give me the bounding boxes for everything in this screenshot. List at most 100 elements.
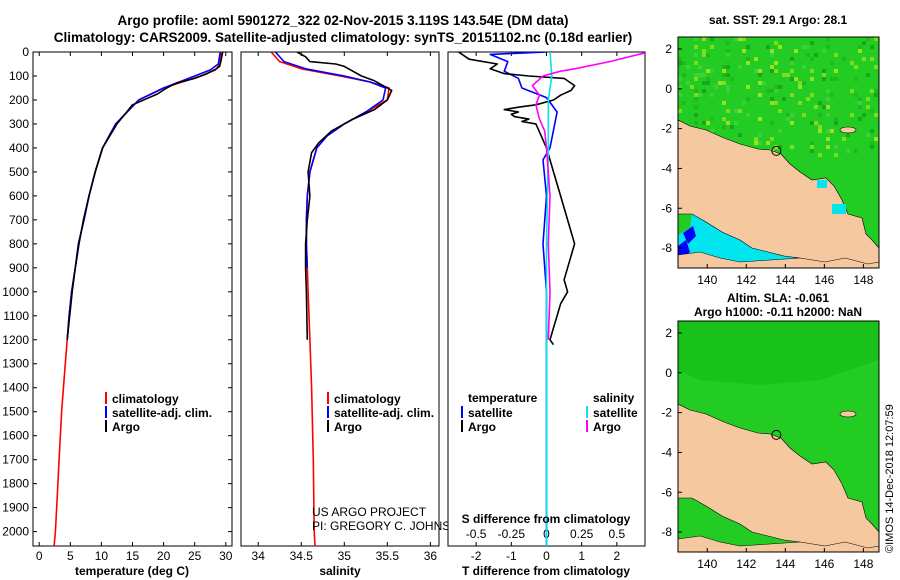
sst-shallow-water [832, 204, 846, 214]
sst-pixel [814, 105, 818, 109]
sst-pixel [826, 97, 830, 101]
sst-pixel [678, 85, 682, 89]
sst-pixel [874, 89, 878, 93]
temperature-xlabel: temperature (deg C) [75, 564, 189, 578]
sst-pixel [706, 69, 710, 73]
sst-pixel [810, 145, 814, 149]
sst-pixel [866, 73, 870, 77]
sst-pixel [718, 81, 722, 85]
sst-pixel [754, 137, 758, 141]
depth-tick-label: 900 [9, 261, 29, 275]
sst-pixel [874, 93, 878, 97]
sst-pixel [698, 73, 702, 77]
x-tick-label: 30 [219, 549, 233, 563]
x-tick-label: 20 [157, 549, 171, 563]
sst-pixel [726, 53, 730, 57]
sst-pixel [842, 137, 846, 141]
map-x-tick-label: 142 [736, 273, 756, 287]
sst-pixel [850, 89, 854, 93]
legend-label-satellite: satellite-adj. clim. [334, 406, 434, 420]
sst-pixel [706, 121, 710, 125]
series-s-satellite [545, 52, 553, 546]
depth-tick-label: 1800 [2, 477, 29, 491]
sst-pixel [726, 73, 730, 77]
sst-pixel [830, 93, 834, 97]
sst-pixel [678, 77, 682, 81]
sst-pixel [726, 109, 730, 113]
x-tick-label: 35.5 [376, 549, 400, 563]
sst-pixel [790, 113, 794, 117]
sst-pixel [834, 77, 838, 81]
land-new-guinea [678, 403, 879, 552]
sst-pixel [810, 69, 814, 73]
sst-map-axes: 140 142 144 146 148 2 0 -2 -4 -6 -8 [661, 42, 873, 287]
sst-pixel [746, 97, 750, 101]
sst-pixel [830, 129, 834, 133]
t-tick-label: 1 [578, 549, 585, 563]
sst-pixel [710, 129, 714, 133]
sst-pixel [870, 109, 874, 113]
temperature-axes-box [32, 51, 233, 547]
legend-label-t-argo: Argo [468, 420, 496, 434]
map-x-tick-label: 144 [775, 273, 795, 287]
series-argo [66, 52, 224, 340]
sst-pixel [774, 41, 778, 45]
island-manus [839, 410, 857, 418]
sst-pixel [810, 93, 814, 97]
sst-pixel [774, 101, 778, 105]
sst-pixel [850, 61, 854, 65]
sst-pixel [834, 145, 838, 149]
sst-pixel [726, 89, 730, 93]
sst-pixel [862, 57, 866, 61]
sst-pixel [706, 77, 710, 81]
map-y-tick-label: -2 [661, 122, 672, 136]
sst-pixel [722, 101, 726, 105]
sst-pixel [774, 89, 778, 93]
sst-pixel [738, 37, 742, 41]
sst-pixel [686, 81, 690, 85]
sst-pixel [826, 37, 830, 41]
sst-pixel [746, 85, 750, 89]
sst-pixel [862, 41, 866, 45]
sst-pixel [710, 69, 714, 73]
sst-map-image [678, 37, 879, 268]
sst-pixel [778, 45, 782, 49]
sst-pixel [858, 117, 862, 121]
sst-pixel [806, 53, 810, 57]
sst-pixel [770, 137, 774, 141]
sst-pixel [834, 53, 838, 57]
sst-pixel [870, 145, 874, 149]
sst-pixel [694, 37, 698, 41]
sla-field-region [678, 321, 879, 385]
map-x-tick-label: 140 [697, 273, 717, 287]
x-tick-label: 15 [126, 549, 140, 563]
sst-pixel [810, 121, 814, 125]
sst-pixel [846, 149, 850, 153]
sst-pixel [710, 45, 714, 49]
sst-pixel [694, 113, 698, 117]
sst-pixel [770, 89, 774, 93]
s-tick-label: 0.5 [609, 527, 626, 541]
sst-map-title: sat. SST: 29.1 Argo: 28.1 [709, 13, 848, 27]
sst-pixel [830, 61, 834, 65]
sst-pixel [826, 89, 830, 93]
sst-pixel [786, 117, 790, 121]
sst-pixel [790, 121, 794, 125]
depth-tick-label: 100 [9, 69, 29, 83]
sst-pixel [802, 113, 806, 117]
depth-tick-label: 600 [9, 189, 29, 203]
s-difference-xlabel: S difference from climatology [462, 512, 631, 526]
sst-pixel [774, 61, 778, 65]
sst-pixel [790, 57, 794, 61]
sst-pixel [874, 37, 878, 41]
map-x-tick-label: 148 [853, 557, 873, 571]
depth-tick-label: 300 [9, 117, 29, 131]
sst-pixel [770, 65, 774, 69]
sst-pixel [694, 89, 698, 93]
x-tick-label: 34 [252, 549, 266, 563]
sst-pixel [754, 69, 758, 73]
sst-pixel [746, 61, 750, 65]
sst-pixel [810, 41, 814, 45]
x-tick-label: 5 [67, 549, 74, 563]
sst-pixel [874, 113, 878, 117]
